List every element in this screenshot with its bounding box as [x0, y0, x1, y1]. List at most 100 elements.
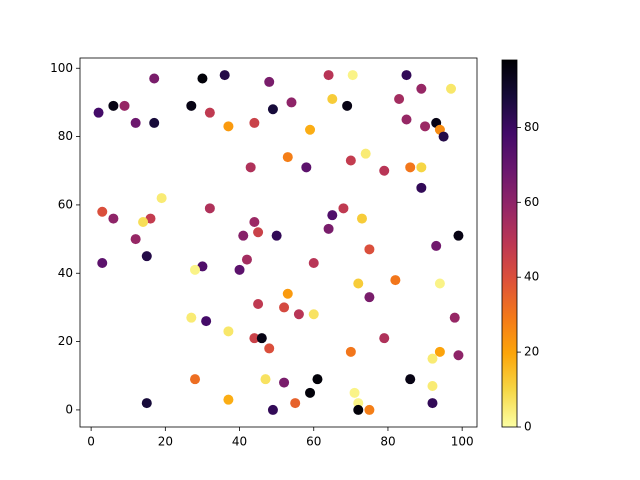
y-tick-label: 100 — [50, 61, 73, 75]
point — [97, 206, 108, 217]
point — [141, 251, 152, 262]
colorbar-tick-label: 40 — [524, 270, 539, 284]
point — [427, 398, 438, 409]
point — [338, 203, 349, 214]
point — [438, 131, 449, 142]
point — [201, 316, 212, 327]
x-tick-label: 40 — [232, 435, 247, 449]
point — [405, 162, 416, 173]
point — [349, 387, 360, 398]
point — [253, 299, 264, 309]
point — [323, 70, 334, 81]
point — [453, 350, 464, 361]
y-tick-label: 40 — [58, 266, 73, 280]
point — [249, 117, 260, 128]
point — [364, 292, 375, 303]
point — [245, 162, 256, 173]
point — [223, 121, 234, 132]
point — [427, 381, 438, 391]
x-tick-label: 80 — [380, 435, 395, 449]
colorbar — [501, 59, 518, 428]
point — [197, 73, 208, 84]
y-tick-label: 60 — [58, 197, 73, 211]
point — [420, 121, 431, 132]
point — [308, 309, 319, 320]
point — [93, 107, 104, 118]
point — [219, 70, 230, 81]
point — [149, 73, 160, 84]
point — [353, 278, 364, 289]
point — [434, 346, 445, 357]
colorbar-tick-label: 0 — [524, 420, 532, 434]
point — [293, 309, 304, 320]
point — [360, 148, 371, 159]
point — [186, 100, 197, 111]
point — [197, 261, 208, 272]
point — [264, 343, 275, 354]
point — [327, 94, 338, 104]
point — [453, 230, 464, 241]
point — [431, 240, 442, 251]
point — [156, 193, 167, 204]
point — [427, 353, 438, 364]
point — [308, 258, 319, 268]
point — [434, 278, 445, 289]
y-tick-label: 0 — [65, 402, 73, 416]
point — [271, 230, 282, 241]
point — [249, 333, 260, 344]
point — [190, 374, 201, 385]
point — [401, 70, 412, 81]
point — [108, 100, 119, 111]
point — [401, 114, 412, 125]
point — [446, 83, 457, 94]
point — [238, 230, 249, 241]
point — [353, 404, 364, 415]
point — [279, 377, 290, 388]
point — [305, 124, 316, 135]
x-tick-label: 100 — [451, 435, 474, 449]
point — [449, 312, 460, 323]
colorbar-tick-label: 20 — [524, 345, 539, 359]
point — [394, 94, 405, 104]
point — [416, 182, 427, 193]
point — [305, 387, 316, 398]
point — [130, 234, 141, 245]
point — [342, 100, 353, 111]
point — [97, 258, 108, 268]
point — [119, 100, 130, 111]
point — [256, 333, 267, 344]
y-tick-label: 20 — [58, 334, 73, 348]
point — [223, 326, 234, 337]
point — [253, 227, 264, 238]
point — [249, 217, 260, 227]
point — [264, 76, 275, 87]
point — [312, 374, 323, 385]
colorbar-tick-label: 60 — [524, 195, 539, 209]
plot-frame — [79, 57, 478, 428]
point — [327, 210, 338, 221]
point — [353, 398, 364, 409]
point — [405, 374, 416, 385]
point — [416, 83, 427, 94]
point — [364, 244, 375, 255]
point — [138, 217, 149, 227]
point — [204, 203, 215, 214]
point — [130, 117, 141, 128]
point — [301, 162, 312, 173]
point — [356, 213, 367, 224]
point — [267, 104, 278, 115]
point — [223, 394, 234, 405]
point — [290, 398, 301, 409]
point — [345, 346, 356, 357]
point — [347, 70, 358, 81]
point — [364, 404, 375, 415]
point — [190, 264, 201, 275]
point — [186, 312, 197, 323]
colorbar-tick-label: 80 — [524, 120, 539, 134]
point — [323, 223, 334, 234]
x-tick-label: 20 — [158, 435, 173, 449]
point — [267, 404, 278, 415]
point — [234, 264, 245, 275]
point — [204, 107, 215, 118]
